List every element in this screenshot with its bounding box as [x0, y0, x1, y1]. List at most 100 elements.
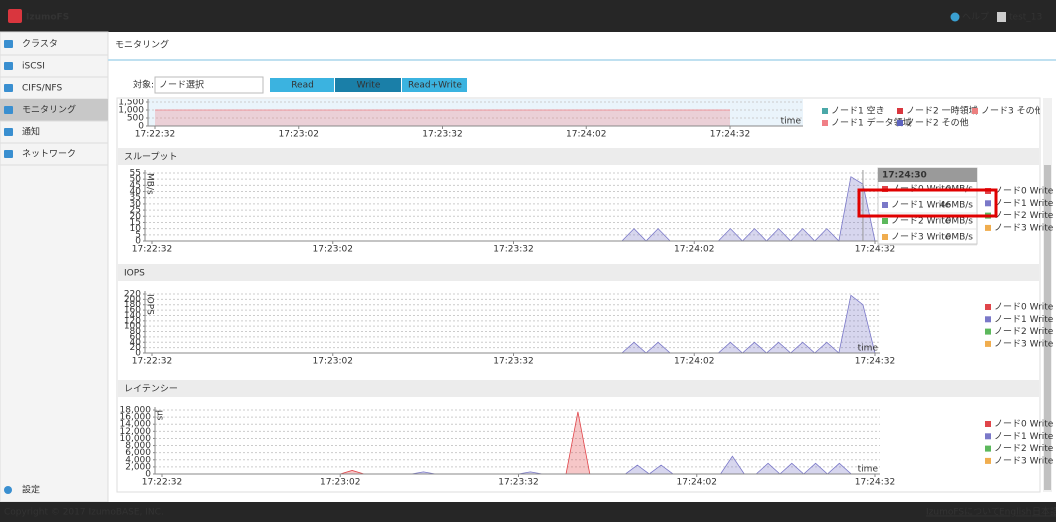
y-tick-label: 20	[130, 343, 142, 353]
area-fill	[152, 295, 875, 353]
y-tick-label: 80	[130, 327, 142, 337]
legend-swatch	[985, 433, 991, 440]
footer-link[interactable]: IzumoFSについて	[926, 507, 1000, 518]
y-tick-label: 0	[145, 470, 151, 480]
y-tick-label: 200	[124, 295, 141, 305]
tooltip-header	[878, 168, 977, 182]
sidebar-item[interactable]: クラスタ	[22, 39, 58, 50]
sidebar-item[interactable]: iSCSI	[22, 62, 45, 72]
y-tick-label: 10,000	[120, 434, 152, 444]
sidebar-icon	[4, 40, 13, 48]
y-tick-label: 14,000	[120, 420, 152, 430]
y-unit: μs	[155, 410, 165, 421]
legend-label: ノード1 データ領域	[831, 117, 912, 129]
top-bar	[0, 0, 1056, 32]
y-tick-label: 0	[138, 122, 144, 132]
footer-link[interactable]: English	[999, 508, 1032, 518]
tooltip-swatch	[882, 218, 888, 224]
y-tick-label: 0	[135, 349, 141, 359]
legend-label: ノード1 Write	[994, 432, 1054, 442]
legend-swatch	[822, 120, 828, 126]
y-tick-label: 10	[130, 224, 142, 234]
y-tick-label: 5	[135, 230, 141, 240]
toggle-button[interactable]	[402, 78, 467, 92]
user-menu[interactable]: test_13	[1009, 13, 1042, 23]
legend-swatch	[985, 421, 991, 427]
y-tick-label: 500	[127, 114, 144, 124]
legend-label: ノード3 Write	[994, 223, 1054, 233]
select-box[interactable]	[154, 76, 264, 94]
panel-title: スループット	[124, 152, 177, 163]
toggle-button[interactable]	[270, 78, 334, 92]
sidebar-item[interactable]: CIFS/NFS	[22, 84, 62, 94]
user-icon	[997, 12, 1006, 22]
x-axis-label: time	[858, 465, 879, 475]
sidebar-settings[interactable]: 設定	[22, 484, 40, 496]
y-tick-label: 180	[124, 300, 141, 310]
logo: IzumoFS	[26, 13, 69, 23]
x-tick-label: 17:22:32	[132, 357, 172, 367]
x-tick-label: 17:24:02	[677, 478, 717, 488]
button-label: Write	[357, 81, 381, 91]
legend-label: ノード1 空き	[831, 105, 885, 117]
legend-swatch	[897, 120, 903, 126]
area-fill	[162, 456, 875, 474]
y-tick-label: 100	[124, 322, 141, 332]
legend-label: ノード3 Write	[994, 456, 1054, 466]
area-fill	[152, 176, 875, 241]
legend-label: ノード1 Write	[994, 199, 1054, 209]
sidebar-item[interactable]: 通知	[22, 126, 40, 138]
button-label: Read	[291, 81, 314, 91]
x-tick-label: 17:24:32	[855, 245, 895, 255]
panel-header	[118, 148, 1039, 165]
y-tick-label: 220	[124, 290, 141, 300]
footer-link[interactable]: 日本語	[1032, 506, 1056, 518]
legend-swatch	[985, 200, 991, 207]
y-tick-label: 12,000	[120, 427, 152, 437]
tooltip-value: 46MB/s	[940, 201, 973, 211]
y-tick-label: 15	[130, 218, 141, 228]
sidebar-selected	[0, 99, 108, 121]
legend-swatch	[985, 316, 991, 323]
chart-panel: レイテンシー02,0004,0006,0008,00010,00012,0001…	[118, 380, 1054, 488]
x-tick-label: 17:22:32	[142, 478, 182, 488]
y-tick-label: 30	[130, 199, 142, 209]
y-tick-label: 25	[130, 206, 141, 216]
legend-label: ノード0 Write	[994, 187, 1054, 197]
sidebar-item[interactable]: ネットワーク	[22, 149, 76, 160]
legend-label: ノード3 Write	[994, 339, 1054, 349]
y-tick-label: 20	[130, 212, 142, 222]
scroll-thumb	[1044, 165, 1051, 490]
sidebar-icon	[4, 62, 13, 70]
y-tick-label: 4,000	[125, 455, 151, 465]
y-tick-label: 120	[124, 316, 141, 326]
help-link[interactable]: ヘルプ	[962, 12, 989, 23]
y-tick-label: 16,000	[120, 413, 152, 423]
legend-label: ノード2 Write	[994, 327, 1054, 337]
y-unit: MB/s	[145, 173, 155, 195]
sidebar-item[interactable]: モニタリング	[22, 104, 76, 116]
highlight-box	[857, 188, 998, 218]
tooltip-name: ノード3 Write	[891, 233, 951, 243]
x-tick-label: 17:23:32	[493, 245, 533, 255]
x-tick-label: 17:23:32	[493, 357, 533, 367]
logo-icon	[8, 9, 22, 23]
legend-swatch	[985, 328, 991, 335]
toggle-button[interactable]	[335, 78, 401, 92]
legend-label: ノード1 Write	[994, 315, 1054, 325]
sidebar-icon	[4, 150, 13, 158]
legend-swatch	[985, 224, 991, 231]
x-tick-label: 17:24:32	[710, 130, 750, 140]
x-tick-label: 17:24:02	[674, 357, 714, 367]
x-tick-label: 17:23:02	[313, 245, 353, 255]
x-tick-label: 17:22:32	[135, 130, 175, 140]
y-tick-label: 35	[130, 193, 141, 203]
sidebar-icon	[4, 128, 13, 136]
tooltip-title: 17:24:30	[882, 171, 927, 181]
tooltip-swatch	[882, 234, 888, 240]
